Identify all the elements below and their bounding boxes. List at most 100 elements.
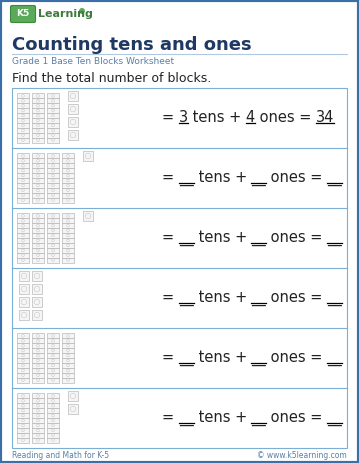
Bar	[62, 368, 74, 373]
Bar	[32, 198, 44, 203]
Bar	[17, 183, 29, 188]
Bar	[17, 398, 29, 403]
Bar	[47, 94, 59, 98]
Bar	[32, 373, 44, 378]
Bar	[62, 153, 74, 158]
Bar	[17, 173, 29, 178]
Bar	[47, 394, 59, 398]
Bar	[68, 117, 78, 127]
Bar	[32, 284, 42, 294]
Bar	[32, 108, 44, 113]
Bar	[17, 108, 29, 113]
Text: tens +: tens +	[194, 170, 251, 186]
Text: tens +: tens +	[188, 111, 246, 125]
Bar	[32, 193, 44, 198]
Text: __: __	[179, 231, 194, 245]
Bar	[17, 233, 29, 238]
Bar	[68, 130, 78, 140]
Text: __: __	[179, 290, 194, 306]
Bar	[17, 228, 29, 233]
Bar	[47, 183, 59, 188]
Bar	[68, 404, 78, 414]
Bar	[62, 223, 74, 228]
Bar	[32, 188, 44, 193]
Bar	[47, 358, 59, 363]
Bar	[17, 98, 29, 103]
Bar	[62, 163, 74, 168]
Bar	[47, 173, 59, 178]
Text: 3: 3	[179, 111, 188, 125]
Bar	[17, 163, 29, 168]
Bar	[47, 228, 59, 233]
Bar	[62, 378, 74, 382]
Text: __: __	[327, 170, 342, 186]
Bar	[32, 113, 44, 118]
Bar	[32, 253, 44, 258]
Bar	[62, 338, 74, 343]
Text: Grade 1 Base Ten Blocks Worksheet: Grade 1 Base Ten Blocks Worksheet	[12, 57, 174, 66]
Bar	[32, 118, 44, 123]
Bar	[32, 94, 44, 98]
Text: =: =	[162, 350, 179, 365]
Bar	[47, 238, 59, 243]
Text: tens +: tens +	[194, 290, 251, 306]
Bar	[32, 394, 44, 398]
Bar	[12, 88, 347, 448]
Bar	[62, 343, 74, 348]
Bar	[47, 168, 59, 173]
Bar	[47, 433, 59, 438]
Bar	[17, 238, 29, 243]
Bar	[32, 173, 44, 178]
Bar	[47, 98, 59, 103]
Bar	[32, 153, 44, 158]
Bar	[17, 438, 29, 443]
Bar	[47, 438, 59, 443]
Bar	[17, 363, 29, 368]
Bar	[17, 343, 29, 348]
Bar	[47, 253, 59, 258]
Bar	[47, 108, 59, 113]
Bar	[47, 113, 59, 118]
Bar	[32, 103, 44, 108]
Bar	[32, 343, 44, 348]
Bar	[17, 418, 29, 423]
Bar	[32, 178, 44, 183]
Text: K5: K5	[17, 10, 30, 19]
Bar	[32, 348, 44, 353]
Bar	[68, 91, 78, 101]
Text: © www.k5learning.com: © www.k5learning.com	[257, 451, 347, 461]
Bar	[17, 433, 29, 438]
Bar	[17, 168, 29, 173]
Bar	[17, 138, 29, 143]
Text: =: =	[162, 170, 179, 186]
Bar	[32, 219, 44, 223]
Bar	[47, 219, 59, 223]
Bar	[32, 438, 44, 443]
Text: __: __	[251, 411, 266, 425]
Bar	[32, 297, 42, 307]
Bar	[17, 223, 29, 228]
Bar	[62, 258, 74, 263]
Text: ones =: ones =	[266, 170, 327, 186]
Bar	[47, 153, 59, 158]
Bar	[47, 418, 59, 423]
Bar	[32, 258, 44, 263]
Bar	[47, 158, 59, 163]
Bar	[19, 271, 29, 281]
Bar	[32, 158, 44, 163]
Bar	[32, 358, 44, 363]
Bar	[32, 228, 44, 233]
Bar	[62, 228, 74, 233]
Bar	[32, 213, 44, 219]
Bar	[47, 343, 59, 348]
Bar	[32, 428, 44, 433]
Bar	[47, 223, 59, 228]
Bar	[17, 178, 29, 183]
Bar	[17, 113, 29, 118]
Bar	[32, 418, 44, 423]
Bar	[17, 348, 29, 353]
Text: Find the total number of blocks.: Find the total number of blocks.	[12, 72, 211, 85]
Text: 4: 4	[246, 111, 255, 125]
Bar	[32, 133, 44, 138]
Bar	[17, 358, 29, 363]
